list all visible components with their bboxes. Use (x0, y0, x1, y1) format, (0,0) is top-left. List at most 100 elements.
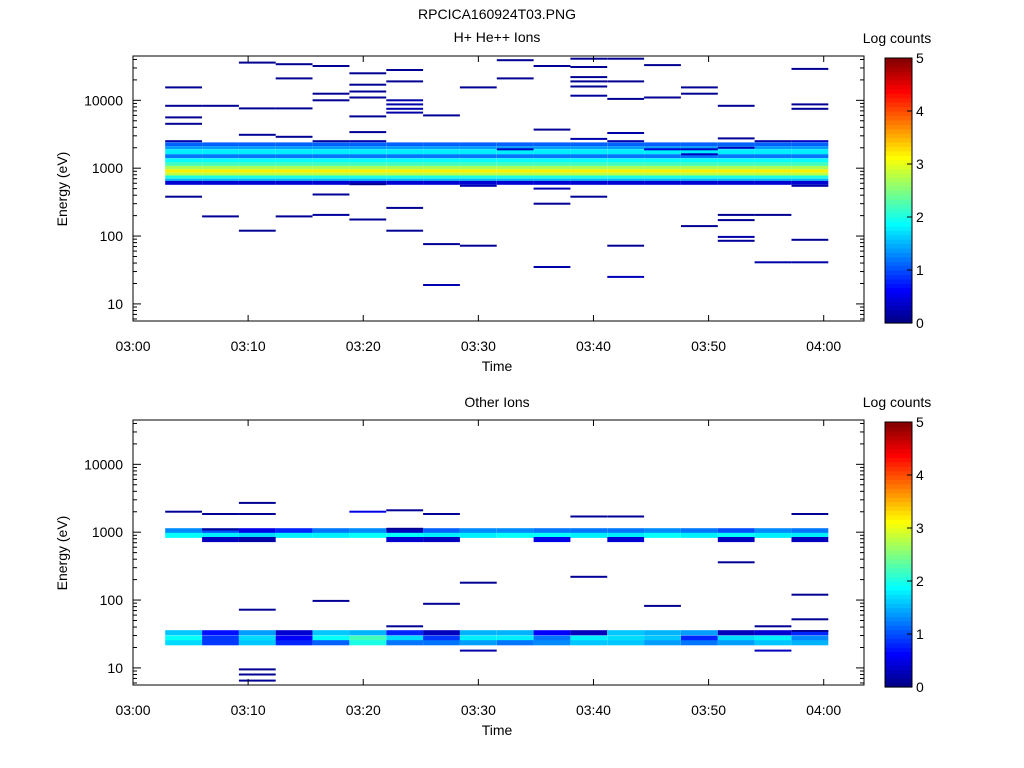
band-cell (312, 165, 350, 170)
colorbar-step (885, 528, 912, 534)
band-cell (459, 528, 497, 534)
band-cell (644, 142, 681, 147)
colorbar-step (885, 558, 912, 564)
count-bin (791, 140, 829, 143)
band-cell (459, 149, 497, 155)
band-cell (570, 162, 608, 166)
colorbar-step (885, 488, 912, 494)
count-bin (275, 63, 313, 66)
colorbar-step (885, 448, 912, 454)
band-cell (238, 142, 276, 147)
band-cell (459, 532, 497, 538)
band-cell (349, 149, 387, 155)
colorbar-step (885, 252, 912, 258)
band-cell (165, 146, 202, 150)
count-bin (717, 239, 755, 242)
count-bin (349, 131, 387, 134)
count-bin (791, 184, 829, 187)
band-cell (238, 165, 276, 170)
spectrogram-plot (165, 57, 829, 286)
y-axis-label: Energy (eV) (54, 516, 70, 591)
band-cell (202, 172, 239, 176)
band-cell (570, 172, 608, 176)
colorbar-step (885, 261, 912, 267)
band-cell (533, 149, 571, 155)
band-cell (496, 528, 534, 534)
count-bin (570, 66, 608, 68)
band-cell (312, 146, 350, 150)
band-cell (644, 178, 681, 181)
band-cell (533, 635, 571, 641)
band-cell (349, 162, 387, 166)
colorbar-step (885, 497, 912, 503)
count-bin (791, 593, 829, 596)
band-cell (533, 162, 571, 166)
x-tick-label: 03:30 (461, 702, 496, 718)
band-cell (165, 175, 202, 179)
band-cell (202, 180, 239, 185)
colorbar-step (885, 58, 912, 64)
band-cell (644, 640, 681, 646)
band-cell (275, 528, 313, 534)
band-cell (459, 142, 497, 147)
count-bin (238, 513, 276, 515)
count-bin (386, 111, 424, 114)
colorbar-step (885, 93, 912, 99)
count-bin (165, 116, 202, 119)
count-bin (533, 202, 571, 205)
colorbar-tick-label: 4 (916, 103, 924, 119)
band-cell (459, 146, 497, 150)
count-bin (533, 65, 571, 67)
band-cell (754, 146, 792, 150)
band-cell (275, 630, 313, 636)
band-cell (165, 154, 202, 159)
colorbar-step (885, 647, 912, 653)
count-bin (275, 215, 313, 218)
count-bin (423, 602, 460, 605)
band-cell (275, 532, 313, 538)
band-cell (238, 630, 276, 636)
colorbar-step (885, 585, 912, 591)
count-bin (644, 64, 681, 67)
band-cell (754, 532, 792, 538)
band-cell (791, 172, 829, 176)
band-cell (754, 169, 792, 173)
band-cell (386, 146, 424, 150)
colorbar-tick-label: 3 (916, 520, 924, 536)
count-bin (607, 244, 645, 247)
count-bin (238, 107, 276, 110)
band-cell (570, 178, 608, 181)
band-cell (754, 162, 792, 166)
count-bin (165, 86, 202, 89)
x-axis: 03:00 03:10 03:20 03:30 03:40 03:50 04:00 (115, 56, 841, 354)
band-cell (791, 180, 829, 185)
count-bin (644, 148, 681, 151)
count-bin (275, 77, 313, 80)
band-cell (570, 180, 608, 185)
band-cell (386, 528, 424, 534)
colorbar-step (885, 111, 912, 117)
count-bin (349, 140, 387, 143)
band-cell (681, 640, 718, 646)
band-cell (644, 532, 681, 538)
band-cell (791, 158, 829, 163)
colorbar-step (885, 492, 912, 498)
colorbar-step (885, 638, 912, 644)
x-axis: 03:00 03:10 03:20 03:30 03:40 03:50 04:00 (115, 420, 841, 718)
band-cell (681, 175, 718, 179)
count-bin (570, 76, 608, 79)
band-cell (312, 630, 350, 636)
colorbar-step (885, 567, 912, 573)
colorbar-step (885, 146, 912, 152)
count-bin (312, 99, 350, 102)
band-cell (459, 169, 497, 173)
colorbar-step (885, 430, 912, 436)
x-tick-label: 03:40 (576, 338, 611, 354)
band-cell (533, 630, 571, 636)
colorbar-step (885, 199, 912, 205)
colorbar-step (885, 651, 912, 657)
band-cell (570, 635, 608, 641)
band-cell (644, 165, 681, 170)
band-cell (423, 640, 460, 646)
